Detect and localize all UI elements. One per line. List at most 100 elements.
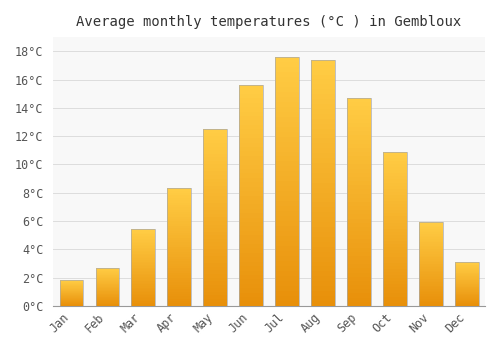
Bar xyxy=(132,230,155,306)
Bar xyxy=(456,281,478,282)
Bar xyxy=(96,296,119,297)
Bar xyxy=(132,275,155,277)
Bar xyxy=(420,243,442,244)
Bar xyxy=(384,173,406,176)
Bar xyxy=(204,302,227,306)
Bar xyxy=(168,193,191,196)
Bar xyxy=(132,236,155,237)
Bar xyxy=(96,268,119,269)
Bar xyxy=(420,247,442,249)
Bar xyxy=(132,254,155,256)
Bar xyxy=(348,235,371,239)
Bar xyxy=(96,300,119,301)
Bar xyxy=(312,178,335,183)
Bar xyxy=(456,271,478,272)
Bar xyxy=(168,221,191,224)
Bar xyxy=(60,298,83,299)
Bar xyxy=(168,217,191,219)
Bar xyxy=(348,268,371,273)
Bar xyxy=(420,231,442,232)
Bar xyxy=(456,304,478,305)
Bar xyxy=(168,228,191,231)
Bar xyxy=(240,226,263,231)
Bar xyxy=(312,139,335,143)
Bar xyxy=(312,153,335,158)
Bar xyxy=(96,273,119,274)
Bar xyxy=(132,266,155,268)
Bar xyxy=(132,292,155,294)
Bar xyxy=(384,238,406,241)
Bar xyxy=(312,286,335,291)
Bar xyxy=(168,205,191,207)
Bar xyxy=(348,106,371,110)
Bar xyxy=(96,282,119,283)
Bar xyxy=(384,195,406,198)
Bar xyxy=(348,140,371,144)
Bar xyxy=(168,268,191,271)
Bar xyxy=(384,207,406,210)
Bar xyxy=(420,229,442,231)
Bar xyxy=(132,258,155,260)
Bar xyxy=(132,230,155,231)
Bar xyxy=(168,292,191,294)
Bar xyxy=(60,283,83,284)
Bar xyxy=(312,84,335,89)
Bar xyxy=(168,207,191,210)
Bar xyxy=(204,210,227,214)
Bar xyxy=(132,252,155,254)
Bar xyxy=(276,256,299,261)
Bar xyxy=(312,217,335,222)
Bar xyxy=(420,244,442,246)
Bar xyxy=(384,269,406,272)
Bar xyxy=(420,232,442,234)
Bar xyxy=(384,229,406,232)
Bar xyxy=(96,294,119,295)
Bar xyxy=(312,168,335,173)
Bar xyxy=(132,243,155,245)
Bar xyxy=(240,244,263,248)
Bar xyxy=(132,283,155,285)
Bar xyxy=(240,112,263,116)
Bar xyxy=(384,152,406,155)
Bar xyxy=(384,170,406,173)
Bar xyxy=(204,186,227,189)
Bar xyxy=(168,252,191,254)
Bar xyxy=(204,164,227,168)
Bar xyxy=(132,297,155,298)
Bar xyxy=(132,265,155,266)
Bar xyxy=(456,263,478,264)
Bar xyxy=(348,289,371,293)
Bar xyxy=(420,241,442,243)
Bar xyxy=(276,107,299,112)
Bar xyxy=(168,245,191,247)
Bar xyxy=(312,134,335,139)
Bar xyxy=(348,194,371,198)
Bar xyxy=(96,305,119,306)
Bar xyxy=(276,166,299,172)
Bar xyxy=(168,226,191,228)
Bar xyxy=(456,279,478,280)
Bar xyxy=(60,303,83,304)
Bar xyxy=(96,298,119,299)
Bar xyxy=(420,267,442,269)
Bar xyxy=(312,124,335,129)
Bar xyxy=(240,147,263,152)
Bar xyxy=(348,144,371,148)
Bar xyxy=(60,285,83,286)
Bar xyxy=(240,271,263,275)
Bar xyxy=(456,283,478,284)
Bar xyxy=(240,204,263,209)
Bar xyxy=(312,129,335,134)
Bar xyxy=(384,262,406,266)
Bar xyxy=(240,125,263,129)
Bar xyxy=(456,269,478,270)
Bar xyxy=(204,256,227,260)
Bar xyxy=(456,262,478,306)
Bar xyxy=(456,296,478,297)
Bar xyxy=(60,287,83,288)
Bar xyxy=(420,222,442,224)
Bar xyxy=(348,164,371,169)
Bar xyxy=(96,300,119,301)
Bar xyxy=(276,127,299,132)
Bar xyxy=(204,274,227,278)
